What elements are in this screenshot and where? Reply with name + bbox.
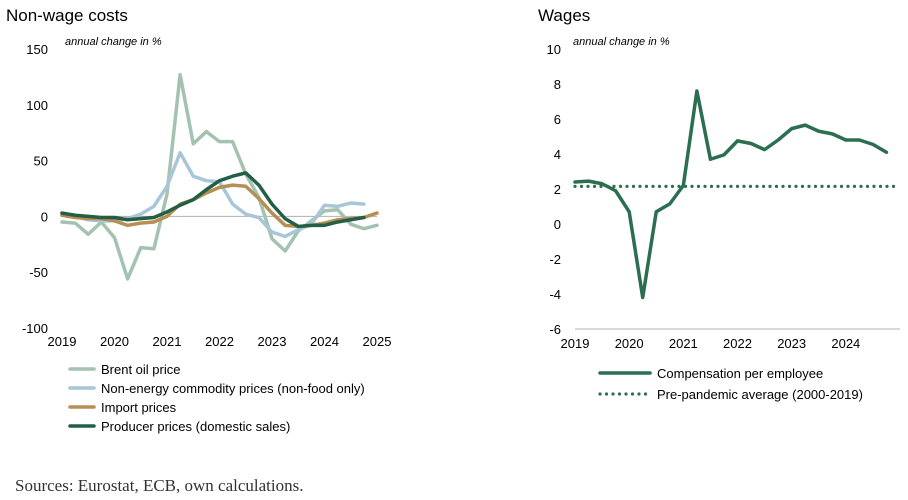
figure: Non-wage costs annual change in % -100 -5… bbox=[6, 6, 900, 434]
x-tick-label: 2022 bbox=[723, 336, 752, 351]
x-tick-label: 2020 bbox=[100, 334, 129, 349]
legend: Brent oil price Non-energy commodity pric… bbox=[68, 362, 365, 434]
x-axis-ticks: 2019 2020 2021 2022 2023 2024 2025 bbox=[48, 334, 392, 349]
legend-label: Compensation per employee bbox=[657, 366, 823, 381]
y-tick-label: 6 bbox=[554, 112, 561, 127]
y-tick-label: -100 bbox=[22, 321, 48, 336]
series-lines bbox=[573, 89, 899, 300]
y-tick-label: 100 bbox=[26, 98, 48, 113]
non-wage-costs-chart: Non-wage costs annual change in % -100 -5… bbox=[6, 6, 391, 434]
x-tick-label: 2019 bbox=[561, 336, 590, 351]
chart-title: Wages bbox=[538, 6, 590, 25]
y-tick-label: 4 bbox=[554, 147, 561, 162]
legend-label: Pre-pandemic average (2000-2019) bbox=[657, 387, 863, 402]
y-tick-label: 8 bbox=[554, 77, 561, 92]
y-tick-label: 2 bbox=[554, 182, 561, 197]
source-note: Sources: Eurostat, ECB, own calculations… bbox=[15, 476, 304, 495]
y-tick-label: 150 bbox=[26, 42, 48, 57]
y-tick-label: -2 bbox=[549, 252, 561, 267]
series-line-producer-prices-domestic-sales bbox=[60, 171, 366, 229]
x-tick-label: 2019 bbox=[48, 334, 77, 349]
y-tick-label: 0 bbox=[554, 217, 561, 232]
legend-label: Import prices bbox=[101, 400, 177, 415]
legend-label: Producer prices (domestic sales) bbox=[101, 419, 290, 434]
y-tick-label: -4 bbox=[549, 287, 561, 302]
x-tick-label: 2025 bbox=[363, 334, 392, 349]
y-tick-label: 0 bbox=[41, 209, 48, 224]
y-tick-label: 50 bbox=[34, 154, 48, 169]
x-axis-ticks: 2019 2020 2021 2022 2023 2024 bbox=[561, 336, 861, 351]
y-tick-label: -50 bbox=[29, 265, 48, 280]
y-tick-label: 10 bbox=[547, 42, 561, 57]
x-tick-label: 2024 bbox=[310, 334, 339, 349]
legend: Compensation per employee Pre-pandemic av… bbox=[598, 366, 863, 402]
chart-unit-label: annual change in % bbox=[65, 36, 162, 48]
y-axis-ticks: -100 -50 0 50 100 150 bbox=[22, 42, 48, 336]
x-tick-label: 2022 bbox=[205, 334, 234, 349]
x-tick-label: 2021 bbox=[153, 334, 182, 349]
x-tick-label: 2020 bbox=[615, 336, 644, 351]
series-line-import-prices bbox=[60, 183, 379, 229]
chart-title: Non-wage costs bbox=[6, 6, 128, 25]
x-tick-label: 2023 bbox=[777, 336, 806, 351]
y-axis-ticks: -6 -4 -2 0 2 4 6 8 10 bbox=[547, 42, 561, 337]
wages-chart: Wages annual change in % -6 -4 -2 0 2 4 6 8 10 2… bbox=[538, 6, 900, 402]
legend-label: Non-energy commodity prices (non-food on… bbox=[101, 381, 365, 396]
x-tick-label: 2024 bbox=[831, 336, 860, 351]
series-line-compensation-per-employee bbox=[573, 89, 889, 300]
series-line-brent-oil-price bbox=[60, 72, 379, 281]
series-lines bbox=[60, 72, 379, 281]
chart-unit-label: annual change in % bbox=[573, 36, 670, 48]
x-tick-label: 2023 bbox=[258, 334, 287, 349]
y-tick-label: -6 bbox=[549, 322, 561, 337]
legend-label: Brent oil price bbox=[101, 362, 180, 377]
x-tick-label: 2021 bbox=[669, 336, 698, 351]
